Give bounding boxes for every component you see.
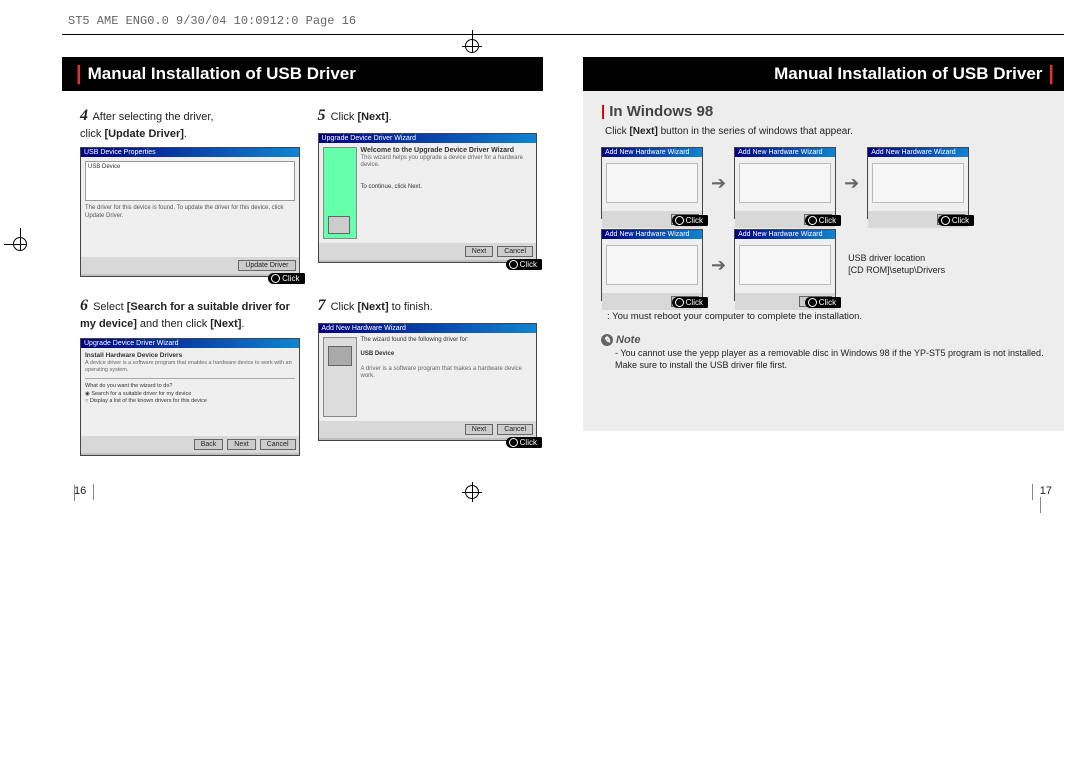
right-heading: |In Windows 98 bbox=[601, 103, 1050, 120]
note-text: - You cannot use the yepp player as a re… bbox=[615, 348, 1050, 371]
cancel-button[interactable]: Cancel bbox=[497, 424, 533, 435]
click-tag: Click bbox=[672, 297, 708, 308]
dialog-body: Install Hardware Device Drivers A device… bbox=[81, 348, 299, 436]
page-spread: ST5 AME ENG0.0 9/30/04 10:0912:0 Page 16… bbox=[62, 14, 1064, 467]
title-text-left: Manual Installation of USB Driver bbox=[88, 64, 356, 84]
click-tag: Click bbox=[805, 297, 841, 308]
flow-dialog-4: Add New Hardware Wizard Next Click bbox=[601, 229, 703, 301]
crop-left bbox=[4, 228, 36, 260]
driver-location: USB driver location [CD ROM]\setup\Drive… bbox=[848, 253, 945, 276]
dialog-buttons: Update Driver bbox=[81, 257, 299, 274]
flow-row-2: Add New Hardware Wizard Next Click ➔ Add… bbox=[601, 229, 1050, 301]
next-button[interactable]: Next bbox=[227, 439, 255, 450]
dialog-body: The wizard found the following driver fo… bbox=[319, 333, 537, 421]
flow-dialog-1: Add New Hardware Wizard Next Click bbox=[601, 147, 703, 219]
dialog-titlebar: USB Device Properties bbox=[81, 148, 299, 157]
click-tag: Click bbox=[506, 259, 542, 270]
dialog-wizard: Upgrade Device Driver Wizard Welcome to … bbox=[318, 133, 538, 263]
step-4-text: 4 After selecting the driver, click [Upd… bbox=[80, 105, 300, 141]
dialog-buttons: Back Next Cancel bbox=[81, 436, 299, 453]
flow-dialog-5: Add New Hardware Wizard Finish Click bbox=[734, 229, 836, 301]
dialog-properties: USB Device Properties USB Device The dri… bbox=[80, 147, 300, 277]
page-number-left: 16 bbox=[74, 485, 86, 497]
cancel-button[interactable]: Cancel bbox=[260, 439, 296, 450]
dialog-titlebar: Upgrade Device Driver Wizard bbox=[319, 134, 537, 143]
title-bar-right: Manual Installation of USB Driver | bbox=[583, 57, 1064, 91]
step-5-text: 5 Click [Next]. bbox=[318, 105, 538, 127]
update-driver-button[interactable]: Update Driver bbox=[238, 260, 295, 271]
dialog-search: Upgrade Device Driver Wizard Install Har… bbox=[80, 338, 300, 456]
arrow-icon: ➔ bbox=[844, 173, 859, 194]
click-tag: Click bbox=[938, 215, 974, 226]
dialog-body: Welcome to the Upgrade Device Driver Wiz… bbox=[319, 143, 537, 243]
rule-top bbox=[62, 34, 1064, 35]
dialog-buttons: Next Cancel bbox=[319, 243, 537, 260]
click-tag: Click bbox=[506, 437, 542, 448]
dialog-finish: Add New Hardware Wizard The wizard found… bbox=[318, 323, 538, 441]
reboot-note: : You must reboot your computer to compl… bbox=[607, 311, 1050, 322]
right-subtext: Click [Next] button in the series of win… bbox=[605, 126, 1050, 137]
page-left: | Manual Installation of USB Driver 4 Af… bbox=[62, 57, 563, 467]
flow-dialog-3: Add New Hardware Wizard Next Click bbox=[867, 147, 969, 219]
dialog-body: USB Device The driver for this device is… bbox=[81, 157, 299, 257]
cancel-button[interactable]: Cancel bbox=[497, 246, 533, 257]
right-panel: |In Windows 98 Click [Next] button in th… bbox=[583, 91, 1064, 431]
steps-grid: 4 After selecting the driver, click [Upd… bbox=[62, 91, 543, 456]
click-tag: Click bbox=[805, 215, 841, 226]
heading-accent: | bbox=[601, 103, 605, 120]
step-7-text: 7 Click [Next] to finish. bbox=[318, 295, 538, 317]
arrow-icon: ➔ bbox=[711, 255, 726, 276]
crop-bottom bbox=[456, 476, 488, 508]
next-button[interactable]: Next bbox=[465, 424, 493, 435]
dialog-titlebar: Upgrade Device Driver Wizard bbox=[81, 339, 299, 348]
dialog-titlebar: Add New Hardware Wizard bbox=[319, 324, 537, 333]
page-right: Manual Installation of USB Driver | |In … bbox=[563, 57, 1064, 467]
title-accent: | bbox=[1048, 68, 1054, 80]
title-accent: | bbox=[76, 68, 82, 80]
doc-header: ST5 AME ENG0.0 9/30/04 10:0912:0 Page 16 bbox=[62, 14, 1064, 28]
click-tag: Click bbox=[672, 215, 708, 226]
click-tag: Click bbox=[268, 273, 304, 284]
title-text-right: Manual Installation of USB Driver bbox=[774, 64, 1042, 84]
flow-row-1: Add New Hardware Wizard Next Click ➔ Add… bbox=[601, 147, 1050, 219]
next-button[interactable]: Next bbox=[465, 246, 493, 257]
note-block: Note - You cannot use the yepp player as… bbox=[601, 334, 1050, 371]
title-bar-left: | Manual Installation of USB Driver bbox=[62, 57, 543, 91]
spread: | Manual Installation of USB Driver 4 Af… bbox=[62, 57, 1064, 467]
step-4: 4 After selecting the driver, click [Upd… bbox=[80, 105, 300, 277]
arrow-icon: ➔ bbox=[711, 173, 726, 194]
step-6: 6 Select [Search for a suitable driver f… bbox=[80, 295, 300, 455]
dialog-buttons: Next Cancel bbox=[319, 421, 537, 438]
step-7: 7 Click [Next] to finish. Add New Hardwa… bbox=[318, 295, 538, 455]
page-number-right: 17 bbox=[1040, 485, 1052, 497]
note-label: Note bbox=[601, 334, 1050, 346]
step-5: 5 Click [Next]. Upgrade Device Driver Wi… bbox=[318, 105, 538, 277]
flow-dialog-2: Add New Hardware Wizard Next Click bbox=[734, 147, 836, 219]
back-button[interactable]: Back bbox=[194, 439, 224, 450]
step-6-text: 6 Select [Search for a suitable driver f… bbox=[80, 295, 300, 331]
